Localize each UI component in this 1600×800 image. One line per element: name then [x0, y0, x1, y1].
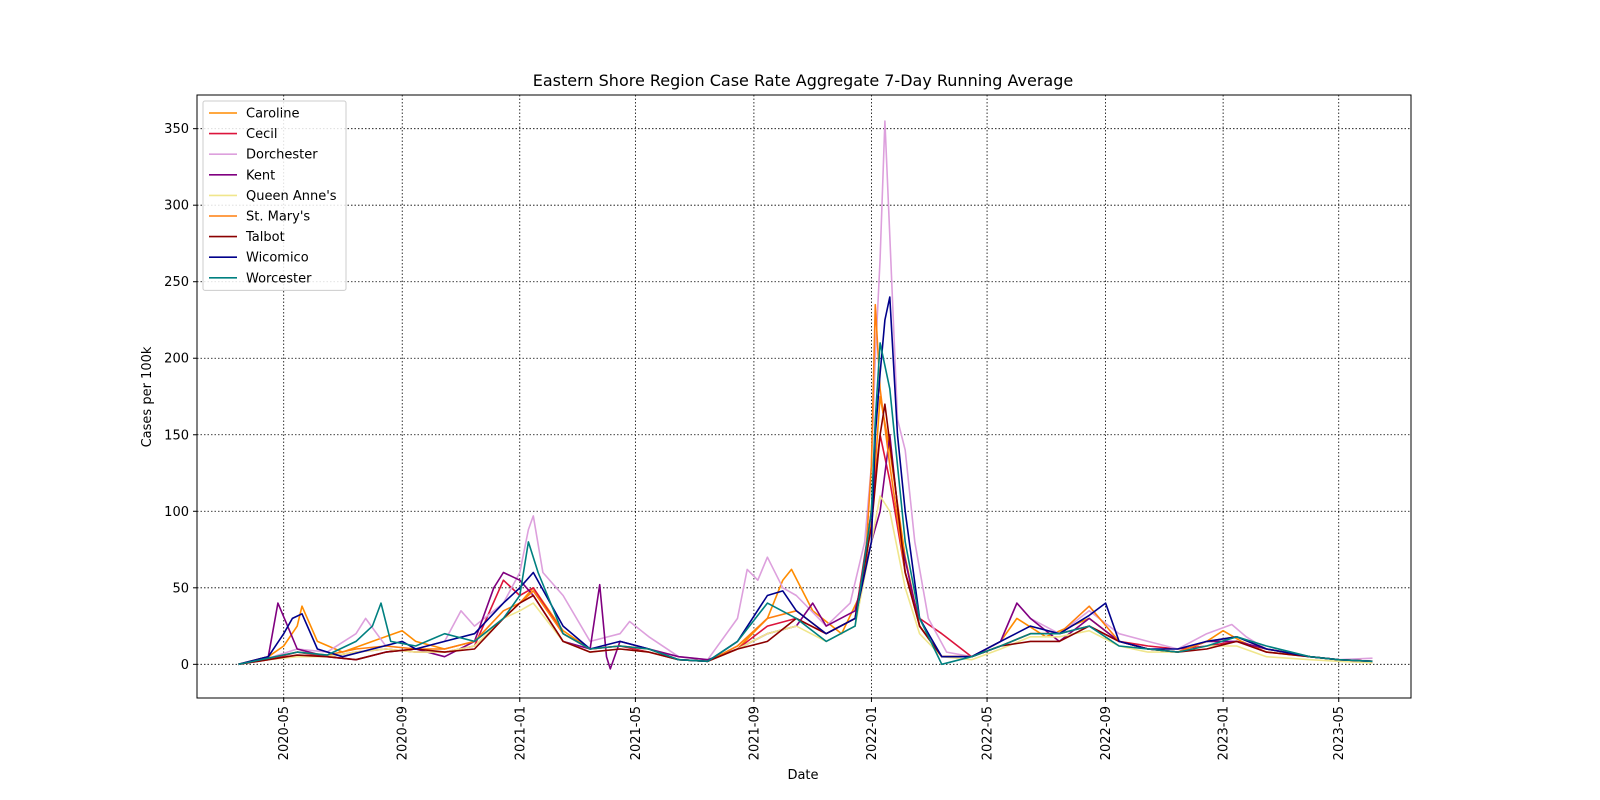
series-line-dorchester [238, 120, 1373, 666]
series-line-worcester [238, 342, 1373, 666]
x-axis-ticks: 2020-05 2020-09 2021-01 2021-05 2021-09 2022-… [277, 698, 1347, 760]
x-axis-title: Date [787, 768, 818, 783]
x-tick-label: 2022-01 [865, 706, 880, 760]
legend-label-queen-anne-s: Queen Anne's [246, 189, 337, 204]
series-line-kent [238, 434, 1373, 670]
series-line-wicomico [238, 296, 1373, 666]
legend-label-kent: Kent [246, 168, 275, 183]
legend: Caroline Cecil Dorchester Kent Queen Anne's S… [202, 100, 347, 291]
x-tick-label: 2023-01 [1217, 706, 1232, 760]
y-axis-ticks: 0 50 100 150 200 250 300 350 [164, 122, 197, 673]
legend-label-st-mary-s: St. Mary's [246, 210, 310, 225]
legend-label-cecil: Cecil [246, 127, 277, 142]
x-tick-label: 2022-05 [981, 706, 996, 760]
y-tick-label: 350 [164, 122, 189, 137]
x-tick-label: 2021-01 [513, 706, 528, 760]
legend-label-caroline: Caroline [246, 107, 300, 122]
series-line-cecil [238, 434, 1373, 666]
series-lines [238, 120, 1373, 670]
chart-title: Eastern Shore Region Case Rate Aggregate… [533, 71, 1073, 90]
series-line-queen-anne-s [238, 495, 1373, 666]
y-tick-label: 300 [164, 199, 189, 214]
y-tick-label: 250 [164, 275, 189, 290]
y-tick-label: 150 [164, 428, 189, 443]
x-tick-label: 2020-09 [396, 706, 411, 760]
y-tick-label: 0 [181, 658, 189, 673]
x-tick-label: 2020-05 [277, 706, 292, 760]
legend-label-wicomico: Wicomico [246, 251, 309, 266]
legend-label-worcester: Worcester [246, 271, 312, 286]
series-line-st-mary-s [238, 303, 1373, 666]
legend-box [202, 100, 347, 291]
x-tick-label: 2021-05 [629, 706, 644, 760]
series-line-caroline [238, 395, 1373, 666]
legend-label-talbot: Talbot [245, 230, 285, 245]
x-tick-label: 2022-09 [1099, 706, 1114, 760]
plot-frame [196, 94, 1412, 699]
legend-label-dorchester: Dorchester [246, 148, 318, 163]
y-axis-title: Cases per 100k [140, 346, 155, 447]
y-tick-label: 100 [164, 505, 189, 520]
gridlines [197, 95, 1411, 698]
y-tick-label: 50 [172, 581, 189, 596]
y-tick-label: 200 [164, 352, 189, 367]
x-tick-label: 2023-05 [1332, 706, 1347, 760]
x-tick-label: 2021-09 [747, 706, 762, 760]
